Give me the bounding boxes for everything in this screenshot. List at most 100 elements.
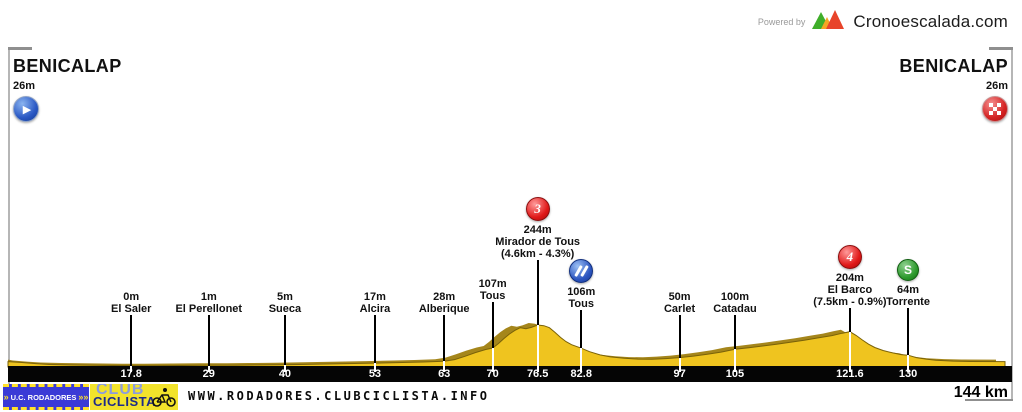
uc-rodadores-label: U.C. RODADORES: [10, 392, 77, 402]
powered-by-header: Powered by Cronoescalada.com: [758, 8, 1008, 35]
cyclist-icon: [152, 388, 176, 407]
waypoint-marker-4-alcira: 17m Alcira: [315, 291, 435, 372]
marker-tick: [130, 366, 133, 372]
axis-km-label: 70: [486, 368, 499, 380]
marker-line: [907, 308, 910, 355]
waypoint-info: (7.5km - 0.9%): [813, 296, 887, 308]
footer: » U.C. RODADORES »» CLUB CICLISTA WWW.RO…: [0, 383, 1022, 412]
marker-line: [130, 315, 133, 366]
axis-km-label: 121.6: [836, 368, 864, 380]
frame-right: [1011, 48, 1013, 400]
waypoint-marker-1-el-saler: 0m El Saler: [71, 291, 191, 372]
waypoint-wname: Torrente: [886, 296, 930, 308]
brand-link[interactable]: Cronoescalada.com: [853, 11, 1008, 31]
marker-tick: [678, 358, 681, 372]
cat3-badge-icon: 3: [525, 197, 550, 221]
club-label: CLUB: [96, 384, 145, 398]
frame-left: [8, 48, 10, 400]
elevation-main-layer: [7, 324, 1006, 368]
waypoint-elev: 5m: [276, 291, 293, 303]
waypoint-elev: 1m: [200, 291, 217, 303]
marker-tick: [848, 332, 851, 372]
marker-tick: [907, 355, 910, 372]
frame-corner-tr: [989, 47, 1013, 50]
waypoint-elev: 28m: [433, 291, 456, 303]
marker-tick: [207, 366, 210, 372]
start-elevation: 26m: [13, 80, 36, 92]
axis-km-label: 130: [898, 368, 918, 380]
marker-line: [443, 315, 446, 361]
sprint-badge-icon: [569, 259, 594, 283]
waypoint-wname: Tous: [568, 298, 594, 310]
waypoint-wname: Alberique: [418, 303, 470, 315]
finish-flag-icon: [982, 96, 1008, 122]
marker-tick: [580, 348, 583, 372]
waypoint-marker-8-tous: 106m Tous: [521, 259, 641, 372]
waypoint-wname: El Saler: [111, 303, 152, 315]
total-distance-label: 144 km: [953, 384, 1008, 401]
marker-tick: [536, 325, 539, 372]
waypoint-elev: 106m: [567, 286, 596, 298]
axis-km-label: 105: [725, 368, 745, 380]
waypoint-marker-10-catadau: 100m Catadau: [675, 291, 795, 372]
meta-volante-badge-icon: S: [897, 259, 920, 281]
axis-km-label: 17.8: [120, 368, 142, 380]
waypoint-wname: El Perellonet: [175, 303, 243, 315]
marker-line: [580, 310, 583, 348]
uc-rodadores-logo: » U.C. RODADORES »»: [3, 384, 89, 410]
waypoint-wname: Mirador de Tous: [495, 236, 581, 248]
axis-km-label: 97: [673, 368, 686, 380]
marker-line: [678, 315, 681, 358]
marker-tick: [491, 348, 494, 372]
marker-line: [848, 308, 851, 332]
start-block: BENICALAP 26m ▶: [13, 56, 122, 122]
waypoint-marker-12-torrente: S 64m Torrente: [848, 259, 968, 372]
finish-block: BENICALAP 26m: [899, 56, 1008, 122]
cronoescalada-logo-icon: [812, 8, 846, 35]
waypoint-marker-9-carlet: 50m Carlet: [620, 291, 740, 372]
frame-corner-tl: [8, 47, 32, 50]
axis-km-label: 53: [368, 368, 382, 380]
marker-line: [373, 315, 376, 363]
waypoint-wname: El Barco: [827, 284, 873, 296]
frame-corner-br: [965, 399, 1013, 401]
waypoint-marker-6-tous: 107m Tous: [433, 278, 553, 372]
powered-by-label: Powered by: [757, 16, 806, 27]
play-button[interactable]: ▶: [13, 96, 39, 122]
waypoint-info: (4.6km - 4.3%): [500, 248, 575, 260]
waypoint-wname: Carlet: [663, 303, 696, 315]
marker-line: [283, 315, 286, 365]
marker-line: [733, 315, 736, 349]
axis-km-label: 29: [202, 368, 215, 380]
axis-km-label: 76.5: [526, 368, 549, 380]
waypoint-marker-3-sueca: 5m Sueca: [225, 291, 345, 372]
axis-km-label: 40: [278, 368, 292, 380]
finish-town: BENICALAP: [899, 56, 1008, 76]
finish-elevation: 26m: [985, 80, 1008, 92]
cat4-badge-icon: 4: [837, 245, 862, 269]
chevron-left-decoration: »: [3, 392, 9, 402]
waypoint-elev: 17m: [363, 291, 386, 303]
marker-line: [491, 302, 494, 348]
waypoint-marker-5-alberique: 28m Alberique: [384, 291, 504, 372]
waypoint-wname: Alcira: [359, 303, 391, 315]
waypoint-elev: 107m: [478, 278, 507, 290]
waypoint-marker-7-mirador-de-tous: 3 244m Mirador de Tous (4.6km - 4.3%): [478, 197, 598, 372]
start-town: BENICALAP: [13, 56, 122, 76]
waypoint-elev: 204m: [835, 272, 864, 284]
marker-tick: [283, 365, 286, 372]
play-icon: ▶: [22, 103, 32, 116]
waypoint-marker-2-el-perellonet: 1m El Perellonet: [149, 291, 269, 372]
waypoint-wname: Catadau: [713, 303, 757, 315]
marker-tick: [733, 349, 736, 372]
marker-line: [536, 260, 539, 325]
ciclista-label: CICLISTA: [93, 394, 156, 409]
axis-km-label: 82.8: [570, 368, 592, 380]
marker-tick: [373, 363, 376, 372]
waypoint-elev: 50m: [668, 291, 691, 303]
axis-km-label: 63: [438, 368, 451, 380]
marker-tick: [443, 361, 446, 372]
marker-line: [207, 315, 210, 366]
